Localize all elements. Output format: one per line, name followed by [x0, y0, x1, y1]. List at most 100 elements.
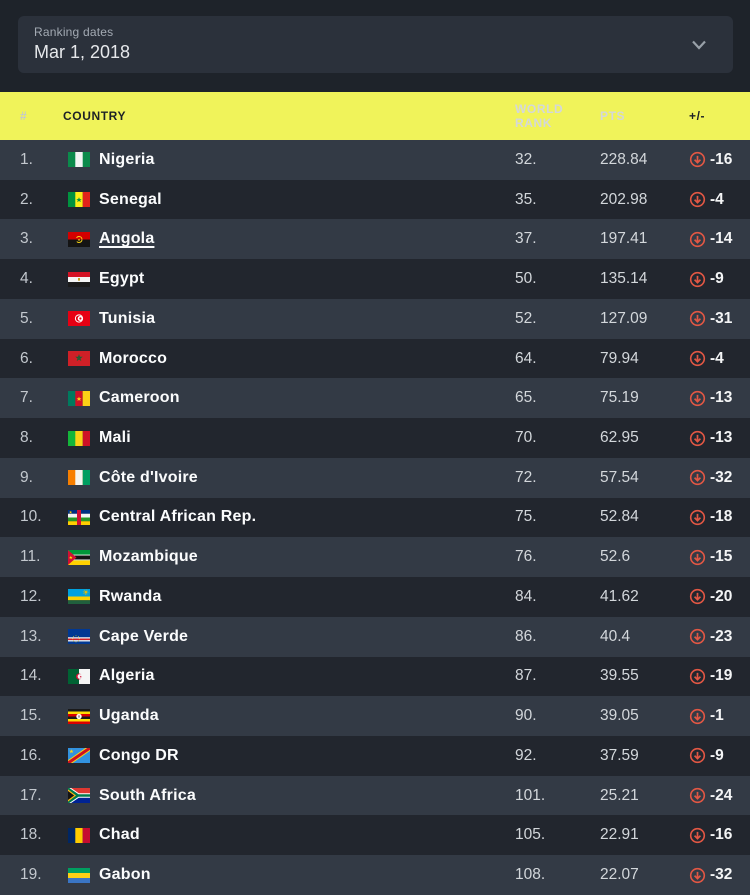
country-cell: Angola [68, 230, 512, 248]
rank-change-cell: -20 [685, 588, 750, 606]
country-cell: Congo DR [68, 747, 512, 765]
country-cell: Mali [68, 429, 512, 447]
country-name[interactable]: South Africa [99, 786, 196, 804]
country-name[interactable]: Congo DR [99, 746, 179, 764]
table-row[interactable]: 10. Central African Rep. 75. 52.84 -18 [0, 497, 750, 538]
table-header: # COUNTRY WORLD RANK PTS +/- [0, 92, 750, 140]
ranking-dates-label: Ranking dates [34, 25, 114, 39]
country-name[interactable]: Central African Rep. [99, 508, 257, 526]
table-row[interactable]: 15. Uganda 90. 39.05 -1 [0, 696, 750, 737]
row-rank: 3. [20, 230, 33, 248]
row-rank: 10. [20, 508, 42, 526]
table-row[interactable]: 13. Cape Verde 86. 40.4 -23 [0, 616, 750, 657]
rank-change-cell: -24 [685, 787, 750, 805]
country-cell: Cameroon [68, 389, 512, 407]
country-name[interactable]: Chad [99, 826, 140, 844]
country-cell: Central African Rep. [68, 508, 512, 526]
country-cell: Egypt [68, 270, 512, 288]
cape-verde-flag-icon [68, 629, 90, 645]
arrow-down-circle-icon [689, 311, 706, 327]
rank-change-value: -24 [710, 786, 733, 804]
rank-change-value: -16 [710, 826, 733, 844]
table-row[interactable]: 14. Algeria 87. 39.55 -19 [0, 656, 750, 697]
world-rank-value: 92. [515, 746, 537, 764]
arrow-down-circle-icon [689, 668, 706, 685]
table-row[interactable]: 3. Angola 37. 197.41 -14 [0, 219, 750, 260]
country-cell: Senegal [68, 191, 512, 209]
table-row[interactable]: 12. Rwanda 84. 41.62 -20 [0, 577, 750, 617]
points-value: 22.91 [600, 826, 639, 844]
rank-change-cell: -32 [685, 469, 750, 487]
row-rank: 16. [20, 746, 42, 764]
world-rank-value: 90. [515, 707, 537, 725]
table-row[interactable]: 1. Nigeria 32. 228.84 -16 [0, 140, 750, 180]
country-cell: Tunisia [68, 310, 512, 328]
rank-change-cell: -18 [685, 508, 750, 526]
rank-change-value: -32 [710, 866, 733, 884]
world-rank-value: 52. [515, 309, 537, 327]
rank-change-cell: -15 [685, 548, 750, 566]
points-value: 57.54 [600, 468, 639, 486]
country-name[interactable]: Nigeria [99, 150, 155, 168]
rank-change-value: -23 [710, 627, 733, 645]
points-value: 40.4 [600, 627, 631, 645]
country-name[interactable]: Algeria [99, 667, 155, 685]
country-name[interactable]: Angola [99, 230, 155, 248]
country-name[interactable]: Tunisia [99, 309, 156, 327]
arrow-down-circle-icon [689, 867, 706, 883]
table-row[interactable]: 5. Tunisia 52. 127.09 -31 [0, 298, 750, 339]
rank-change-value: -13 [710, 389, 733, 407]
points-value: 37.59 [600, 746, 639, 764]
row-rank: 9. [20, 468, 33, 486]
country-name[interactable]: Morocco [99, 349, 168, 367]
world-rank-value: 76. [515, 548, 537, 566]
country-cell: Côte d'Ivoire [68, 469, 512, 487]
table-row[interactable]: 19. Gabon 108. 22.07 -32 [0, 855, 750, 895]
world-rank-value: 72. [515, 468, 537, 486]
table-row[interactable]: 18. Chad 105. 22.91 -16 [0, 815, 750, 856]
table-row[interactable]: 16. Congo DR 92. 37.59 -9 [0, 736, 750, 776]
arrow-down-circle-icon [689, 152, 706, 168]
country-name[interactable]: Côte d'Ivoire [99, 468, 198, 486]
rank-change-value: -20 [710, 587, 733, 605]
table-row[interactable]: 4. Egypt 50. 135.14 -9 [0, 259, 750, 299]
table-row[interactable]: 9. Côte d'Ivoire 72. 57.54 -32 [0, 457, 750, 498]
country-name[interactable]: Uganda [99, 707, 159, 725]
country-name[interactable]: Mozambique [99, 548, 198, 566]
points-value: 197.41 [600, 230, 648, 248]
country-name[interactable]: Mali [99, 429, 131, 446]
country-name[interactable]: Cameroon [99, 389, 180, 407]
table-row[interactable]: 8. Mali 70. 62.95 -13 [0, 418, 750, 458]
header-rank: # [20, 109, 28, 123]
table-row[interactable]: 7. Cameroon 65. 75.19 -13 [0, 378, 750, 419]
rank-change-value: -9 [710, 270, 724, 288]
rank-change-value: -1 [710, 707, 724, 725]
header-pts: PTS [600, 109, 626, 123]
rank-change-cell: -23 [685, 628, 750, 646]
rank-change-value: -14 [710, 230, 733, 248]
table-row[interactable]: 6. Morocco 64. 79.94 -4 [0, 338, 750, 379]
arrow-down-circle-icon [689, 788, 706, 804]
ranking-date-dropdown[interactable]: Ranking dates Mar 1, 2018 [18, 16, 733, 73]
points-value: 39.05 [600, 707, 639, 725]
rank-change-cell: -1 [685, 707, 750, 725]
table-row[interactable]: 11. Mozambique 76. 52.6 -15 [0, 537, 750, 578]
world-rank-value: 65. [515, 389, 537, 407]
algeria-flag-icon [68, 668, 90, 684]
world-rank-value: 101. [515, 786, 546, 804]
rank-change-cell: -9 [685, 270, 750, 288]
arrow-down-circle-icon [689, 271, 706, 287]
country-name[interactable]: Cape Verde [99, 627, 189, 645]
row-rank: 14. [20, 667, 42, 685]
country-name[interactable]: Egypt [99, 270, 145, 288]
points-value: 22.07 [600, 866, 639, 884]
senegal-flag-icon [68, 192, 90, 208]
table-row[interactable]: 17. South Africa 101. 25.21 -24 [0, 775, 750, 816]
country-name[interactable]: Gabon [99, 866, 151, 884]
country-name[interactable]: Rwanda [99, 587, 162, 605]
rank-change-cell: -32 [685, 866, 750, 884]
header-world-rank: WORLD RANK [512, 102, 597, 131]
country-name[interactable]: Senegal [99, 190, 162, 208]
table-row[interactable]: 2. Senegal 35. 202.98 -4 [0, 179, 750, 220]
rank-change-value: -9 [710, 746, 724, 764]
